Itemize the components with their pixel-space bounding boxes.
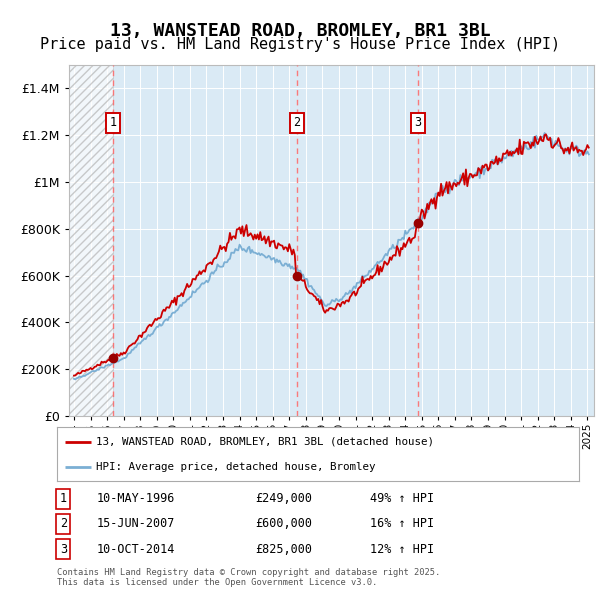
Text: 3: 3 <box>415 116 422 129</box>
Text: 3: 3 <box>60 543 67 556</box>
Text: 2: 2 <box>60 517 67 530</box>
Text: £249,000: £249,000 <box>256 492 313 505</box>
Text: £825,000: £825,000 <box>256 543 313 556</box>
Text: 10-MAY-1996: 10-MAY-1996 <box>96 492 175 505</box>
Text: 12% ↑ HPI: 12% ↑ HPI <box>370 543 434 556</box>
Text: 13, WANSTEAD ROAD, BROMLEY, BR1 3BL (detached house): 13, WANSTEAD ROAD, BROMLEY, BR1 3BL (det… <box>96 437 434 447</box>
Text: 2: 2 <box>293 116 300 129</box>
Text: 1: 1 <box>109 116 116 129</box>
Text: 1: 1 <box>60 492 67 505</box>
Text: 13, WANSTEAD ROAD, BROMLEY, BR1 3BL: 13, WANSTEAD ROAD, BROMLEY, BR1 3BL <box>110 22 490 40</box>
Bar <box>69 65 113 416</box>
Text: HPI: Average price, detached house, Bromley: HPI: Average price, detached house, Brom… <box>96 463 376 472</box>
Text: Price paid vs. HM Land Registry's House Price Index (HPI): Price paid vs. HM Land Registry's House … <box>40 37 560 52</box>
Text: £600,000: £600,000 <box>256 517 313 530</box>
Text: 10-OCT-2014: 10-OCT-2014 <box>96 543 175 556</box>
Text: Contains HM Land Registry data © Crown copyright and database right 2025.
This d: Contains HM Land Registry data © Crown c… <box>57 568 440 587</box>
Text: 15-JUN-2007: 15-JUN-2007 <box>96 517 175 530</box>
Text: 16% ↑ HPI: 16% ↑ HPI <box>370 517 434 530</box>
Text: 49% ↑ HPI: 49% ↑ HPI <box>370 492 434 505</box>
